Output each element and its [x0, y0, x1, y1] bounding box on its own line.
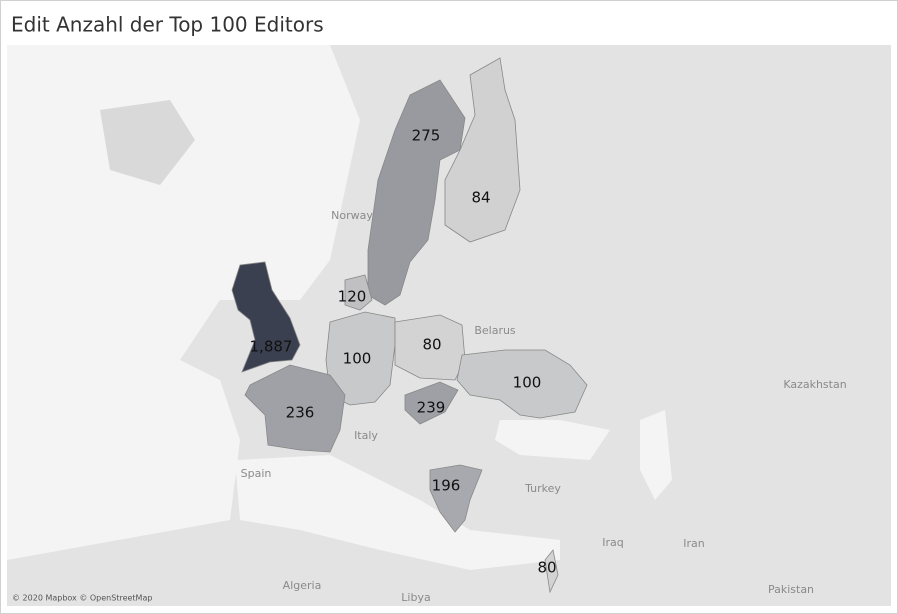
black-sea [495, 420, 610, 460]
value-label: 1,887 [250, 338, 293, 356]
value-label: 84 [471, 189, 490, 207]
value-label: 239 [417, 399, 446, 417]
value-label: 196 [432, 477, 461, 495]
iceland [100, 100, 195, 185]
place-label: Iraq [602, 536, 624, 549]
value-label: 80 [537, 559, 556, 577]
region [344, 274, 373, 311]
place-label: Libya [401, 591, 430, 604]
place-label: Norway [331, 209, 373, 222]
value-label: 275 [412, 127, 441, 145]
place-label: Turkey [524, 482, 561, 495]
region [244, 364, 346, 453]
place-label: Kazakhstan [783, 378, 846, 391]
attribution: © 2020 Mapbox © OpenStreetMap [12, 594, 152, 603]
region [544, 549, 559, 594]
place-label: Pakistan [768, 583, 814, 596]
region [404, 381, 459, 425]
place-label: Algeria [283, 579, 322, 592]
value-label: 100 [513, 374, 542, 392]
region [456, 349, 588, 419]
atlantic [7, 45, 360, 560]
region [429, 464, 483, 533]
region [444, 57, 521, 243]
place-label: Italy [354, 429, 378, 442]
region [231, 261, 301, 373]
mediterranean [235, 455, 560, 570]
place-label: Iran [683, 537, 705, 550]
caspian-sea [640, 410, 672, 500]
map-title: Edit Anzahl der Top 100 Editors [11, 13, 324, 37]
place-label: Belarus [474, 324, 516, 337]
value-label: 120 [338, 288, 367, 306]
place-label: Spain [241, 467, 272, 480]
region [367, 79, 466, 306]
value-label: 100 [343, 350, 372, 368]
value-label: 80 [422, 336, 441, 354]
value-label: 236 [286, 404, 315, 422]
